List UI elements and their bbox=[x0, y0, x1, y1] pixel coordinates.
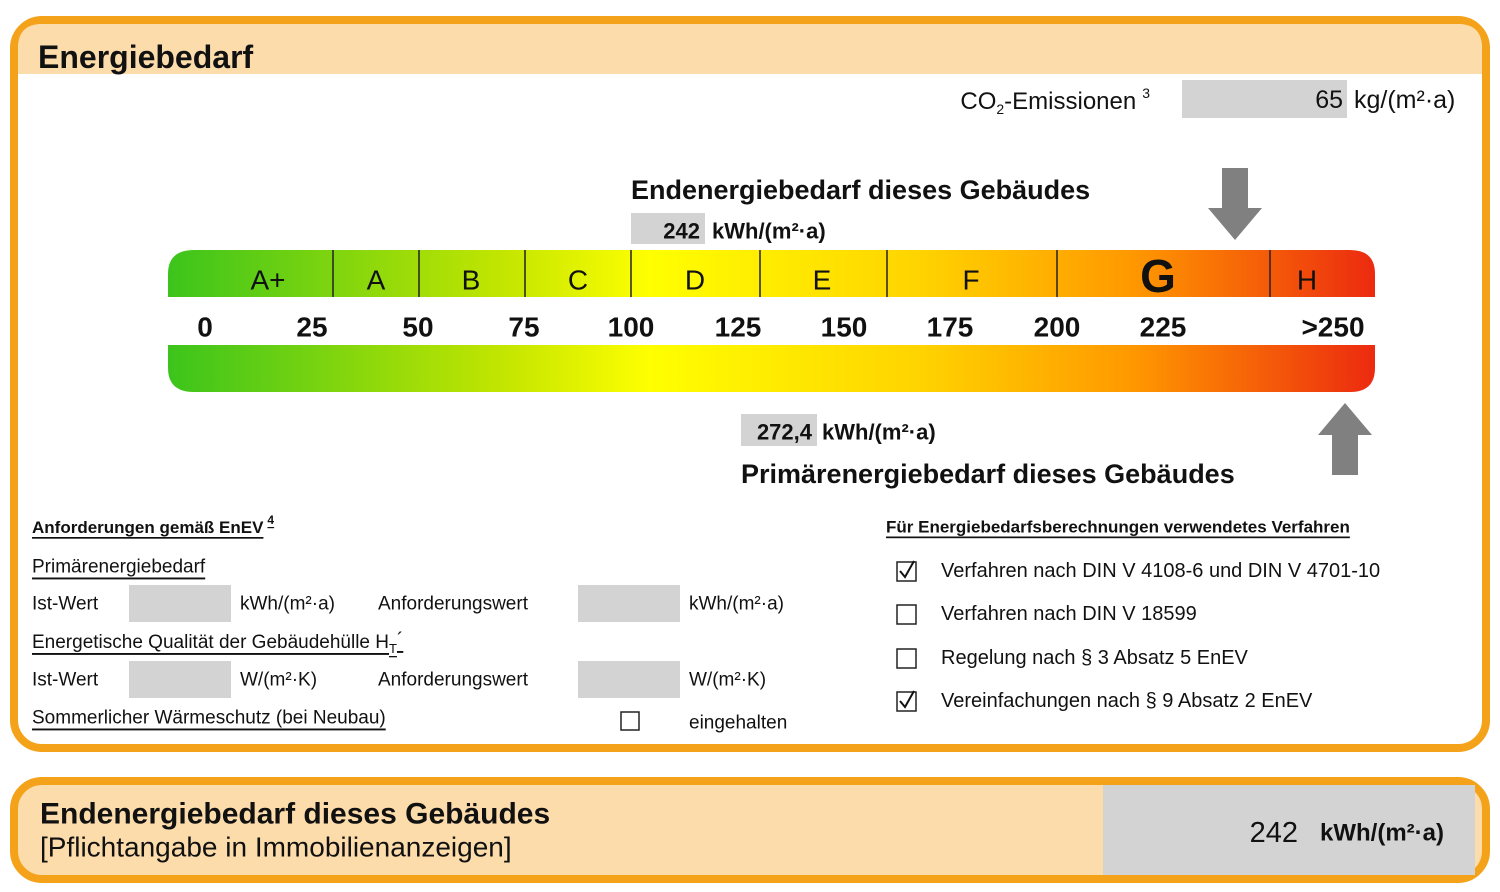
suffix: ´ bbox=[397, 630, 403, 651]
input-box bbox=[578, 585, 680, 622]
arrow-down bbox=[1208, 168, 1262, 240]
footnote: 4 bbox=[267, 513, 274, 527]
class-label: H bbox=[1297, 265, 1317, 296]
footer-value: 242 bbox=[1250, 817, 1298, 849]
title: Energiebedarf bbox=[38, 39, 254, 75]
checkbox bbox=[896, 604, 917, 625]
requirements-title-text: Anforderungen gemäß EnEV bbox=[32, 518, 264, 537]
method-label: Verfahren nach DIN V 18599 bbox=[941, 603, 1197, 625]
input-box bbox=[578, 661, 680, 698]
class-label: G bbox=[1140, 250, 1176, 302]
scale-tick: 50 bbox=[402, 312, 433, 343]
field-label: Ist-Wert bbox=[32, 594, 99, 615]
scale-tick: 200 bbox=[1034, 312, 1081, 343]
input-box bbox=[129, 585, 231, 622]
end-energy-value: 242 bbox=[663, 219, 700, 244]
scale-tick: 0 bbox=[197, 312, 213, 343]
checkbox bbox=[620, 711, 640, 731]
co2-label-suffix: -Emissionen bbox=[1004, 88, 1136, 115]
unit: kWh/(m²·a) bbox=[240, 594, 335, 615]
methods-title: Für Energiebedarfsberechnungen verwendet… bbox=[886, 518, 1350, 537]
value-box bbox=[1103, 785, 1475, 875]
scale-tick: >250 bbox=[1301, 312, 1364, 343]
header-band bbox=[18, 24, 1482, 74]
field-label: Anforderungswert bbox=[378, 594, 529, 615]
checkbox-label: eingehalten bbox=[689, 713, 787, 734]
class-label: A bbox=[367, 265, 386, 296]
methods-list: Verfahren nach DIN V 4108-6 und DIN V 47… bbox=[896, 560, 1380, 712]
scale-bar-bottom bbox=[168, 345, 1375, 392]
section-title: Energetische Qualität der Gebäudehülle H… bbox=[32, 630, 403, 656]
section-title: Sommerlicher Wärmeschutz (bei Neubau) bbox=[32, 708, 386, 729]
footer-unit: kWh/(m²·a) bbox=[1320, 820, 1444, 847]
co2-unit: kg/(m²·a) bbox=[1354, 86, 1455, 114]
co2-label-text: CO bbox=[960, 88, 996, 115]
method-label: Vereinfachungen nach § 9 Absatz 2 EnEV bbox=[941, 690, 1313, 712]
value-box bbox=[741, 414, 817, 446]
method-label: Verfahren nach DIN V 4108-6 und DIN V 47… bbox=[941, 560, 1380, 582]
footnote: 3 bbox=[1142, 85, 1150, 101]
scale-tick: 150 bbox=[821, 312, 868, 343]
unit: W/(m²·K) bbox=[689, 670, 766, 691]
class-label: D bbox=[685, 265, 705, 296]
primary-energy-unit: kWh/(m²·a) bbox=[822, 420, 936, 445]
class-label: B bbox=[462, 265, 481, 296]
class-label: E bbox=[813, 265, 832, 296]
scale-tick: 75 bbox=[508, 312, 539, 343]
footer-title: Endenergiebedarf dieses Gebäudes bbox=[40, 798, 550, 831]
value-box bbox=[631, 213, 705, 244]
class-label: C bbox=[568, 265, 588, 296]
scale-bar-top bbox=[168, 250, 1375, 297]
checkbox bbox=[896, 648, 917, 669]
method-label: Regelung nach § 3 Absatz 5 EnEV bbox=[941, 647, 1249, 669]
field-label: Ist-Wert bbox=[32, 670, 99, 691]
scale-tick: 225 bbox=[1140, 312, 1187, 343]
primary-energy-value: 272,4 bbox=[757, 420, 813, 445]
check-mark bbox=[899, 690, 915, 709]
class-label: A+ bbox=[250, 265, 285, 296]
scale-tick: 25 bbox=[296, 312, 327, 343]
requirements-title: Anforderungen gemäß EnEV 4 bbox=[32, 513, 274, 537]
input-box bbox=[129, 661, 231, 698]
scale-tick: 125 bbox=[715, 312, 762, 343]
primary-energy-title: Primärenergiebedarf dieses Gebäudes bbox=[741, 459, 1235, 489]
footer-subtitle: [Pflichtangabe in Immobilienanzeigen] bbox=[40, 832, 512, 863]
arrow-up bbox=[1318, 403, 1372, 475]
end-energy-title: Endenergiebedarf dieses Gebäudes bbox=[631, 175, 1090, 205]
unit: W/(m²·K) bbox=[240, 670, 317, 691]
scale-tick: 100 bbox=[608, 312, 655, 343]
end-energy-unit: kWh/(m²·a) bbox=[712, 219, 826, 244]
value-box bbox=[1182, 80, 1347, 118]
subscript: T bbox=[389, 641, 397, 656]
section-title-text: Energetische Qualität der Gebäudehülle H bbox=[32, 632, 389, 653]
scale-tick: 175 bbox=[927, 312, 974, 343]
co2-subscript: 2 bbox=[996, 101, 1004, 117]
scale: A+ A B C D E F G H 0 25 50 75 100 125 150 175 200 225 >250 bbox=[197, 250, 1365, 343]
class-label: F bbox=[962, 265, 979, 296]
check-mark bbox=[899, 560, 915, 579]
field-label: Anforderungswert bbox=[378, 670, 529, 691]
section-title: Primärenergiebedarf bbox=[32, 557, 206, 578]
unit: kWh/(m²·a) bbox=[689, 594, 784, 615]
co2-value: 65 bbox=[1315, 86, 1343, 114]
co2-label: CO2-Emissionen 3 bbox=[960, 85, 1150, 117]
